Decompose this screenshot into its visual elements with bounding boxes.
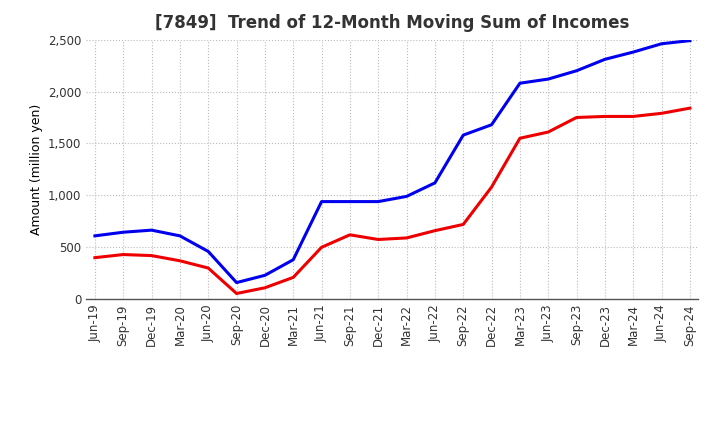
Net Income [148,253,156,258]
Ordinary Income [544,77,552,82]
Ordinary Income [374,199,382,204]
Title: [7849]  Trend of 12-Month Moving Sum of Incomes: [7849] Trend of 12-Month Moving Sum of I… [156,15,629,33]
Net Income [487,184,496,190]
Ordinary Income [318,199,326,204]
Ordinary Income [204,249,212,254]
Ordinary Income [233,280,241,285]
Net Income [374,237,382,242]
Net Income [318,245,326,250]
Net Income [685,106,694,111]
Ordinary Income [629,49,637,55]
Net Income [431,228,439,233]
Y-axis label: Amount (million yen): Amount (million yen) [30,104,42,235]
Ordinary Income [572,68,581,73]
Net Income [119,252,127,257]
Ordinary Income [91,233,99,238]
Line: Net Income: Net Income [95,108,690,293]
Ordinary Income [289,257,297,262]
Net Income [516,136,524,141]
Ordinary Income [516,81,524,86]
Net Income [204,265,212,271]
Net Income [289,275,297,280]
Ordinary Income [176,233,184,238]
Net Income [261,285,269,290]
Ordinary Income [459,132,467,138]
Net Income [233,291,241,296]
Net Income [544,129,552,135]
Net Income [459,222,467,227]
Net Income [572,115,581,120]
Net Income [91,255,99,260]
Net Income [176,258,184,264]
Ordinary Income [119,230,127,235]
Ordinary Income [402,194,411,199]
Ordinary Income [261,273,269,278]
Line: Ordinary Income: Ordinary Income [95,40,690,282]
Ordinary Income [600,57,609,62]
Net Income [629,114,637,119]
Net Income [657,111,666,116]
Ordinary Income [346,199,354,204]
Ordinary Income [685,38,694,43]
Ordinary Income [487,122,496,128]
Ordinary Income [148,227,156,233]
Net Income [346,232,354,238]
Net Income [600,114,609,119]
Ordinary Income [431,180,439,186]
Net Income [402,235,411,241]
Ordinary Income [657,41,666,46]
